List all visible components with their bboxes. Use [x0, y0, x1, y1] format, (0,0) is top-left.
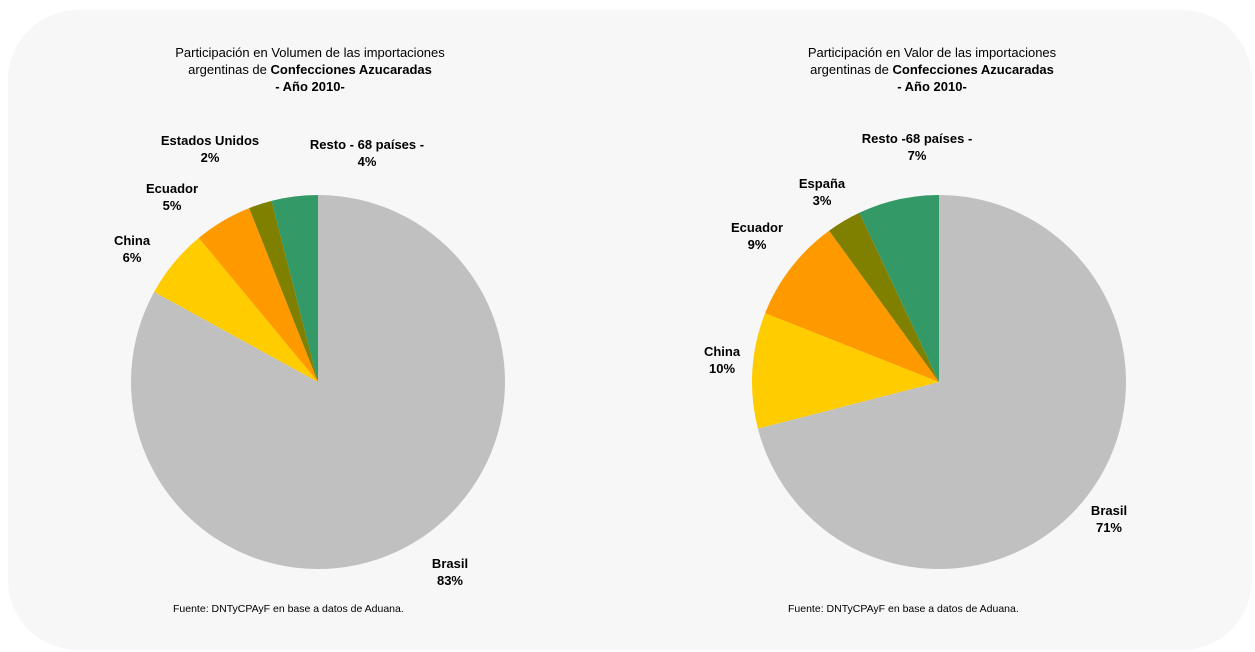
slice-ecuador: [765, 230, 939, 382]
value-title-prefix: argentinas de: [810, 62, 893, 77]
data-label-ecuador: Ecuador 9%: [731, 219, 783, 253]
data-label-value: 10%: [708, 361, 736, 376]
data-label-name: Ecuador: [145, 181, 199, 196]
value-title-product: Confecciones Azucaradas: [892, 62, 1054, 77]
data-label-brasil: Brasil 83%: [432, 555, 468, 589]
volume-title-line2: argentinas de Confecciones Azucaradas: [10, 61, 610, 78]
data-label-value: 6%: [122, 250, 142, 265]
data-label-resto-68-paises: Resto -68 países - 7%: [862, 130, 973, 164]
data-label-value: 7%: [907, 148, 927, 163]
data-label-name: Ecuador: [730, 220, 784, 235]
data-label-value: 83%: [436, 573, 464, 588]
data-label-china: China 6%: [114, 232, 150, 266]
slice-estados-unidos: [249, 200, 318, 382]
data-label-value: 5%: [162, 198, 182, 213]
value-title-year: - Año 2010-: [897, 79, 967, 94]
slice-espana: [829, 212, 939, 382]
data-label-value: 4%: [357, 154, 377, 169]
slice-brasil: [757, 195, 1126, 569]
data-label-value: 71%: [1095, 520, 1123, 535]
volume-title-prefix: argentinas de: [188, 62, 271, 77]
data-label-value: 9%: [747, 237, 767, 252]
volume-pie: [130, 195, 505, 570]
slice-china: [751, 313, 939, 429]
value-title-line1: Participación en Valor de las importacio…: [807, 45, 1057, 60]
data-label-espana: España 3%: [799, 175, 845, 209]
data-label-name: Brasil: [1090, 503, 1128, 518]
data-label-value: 3%: [812, 193, 832, 208]
data-label-name: Brasil: [431, 556, 469, 571]
slice-brasil: [130, 195, 505, 570]
slice-china: [154, 237, 318, 382]
data-label-name: Resto -68 países -: [861, 131, 973, 146]
value-title-line2: argentinas de Confecciones Azucaradas: [632, 61, 1232, 78]
data-label-name: China: [113, 233, 151, 248]
data-label-name: España: [798, 176, 846, 191]
data-label-name: Estados Unidos: [160, 133, 260, 148]
data-label-ecuador: Ecuador 5%: [146, 180, 198, 214]
volume-title-line1: Participación en Volumen de las importac…: [175, 45, 445, 60]
value-pie-chart: Participación en Valor de las importacio…: [632, 0, 1232, 652]
volume-title-year: - Año 2010-: [275, 79, 345, 94]
data-label-china: China 10%: [704, 343, 740, 377]
value-pie: [751, 195, 1126, 569]
volume-pie-chart: Participación en Volumen de las importac…: [10, 0, 610, 652]
slice-resto-68-paises: [859, 195, 939, 382]
data-label-estados-unidos: Estados Unidos 2%: [161, 132, 259, 166]
volume-title-product: Confecciones Azucaradas: [270, 62, 432, 77]
slice-resto-68-paises: [271, 195, 318, 382]
value-chart-title: Participación en Valor de las importacio…: [632, 44, 1232, 95]
data-label-resto-68-paises: Resto - 68 países - 4%: [310, 136, 424, 170]
slice-ecuador: [198, 208, 318, 382]
volume-source-note: Fuente: DNTyCPAyF en base a datos de Adu…: [173, 603, 404, 615]
value-source-note: Fuente: DNTyCPAyF en base a datos de Adu…: [788, 603, 1019, 615]
data-label-value: 2%: [200, 150, 220, 165]
data-label-brasil: Brasil 71%: [1091, 502, 1127, 536]
volume-chart-title: Participación en Volumen de las importac…: [10, 44, 610, 95]
data-label-name: China: [703, 344, 741, 359]
data-label-name: Resto - 68 países -: [309, 137, 425, 152]
